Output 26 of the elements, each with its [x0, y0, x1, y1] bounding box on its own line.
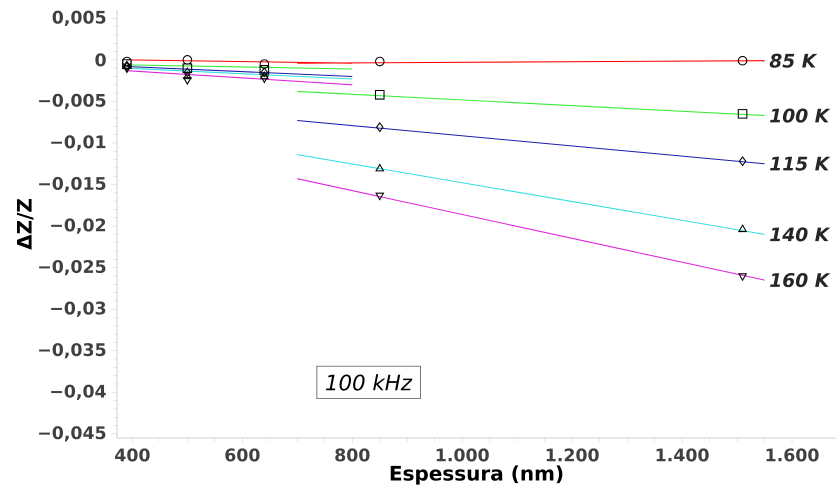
- x-tick-label: 800: [335, 448, 370, 462]
- y-tick-label: 0: [95, 53, 106, 66]
- x-tick-label: 1.200: [546, 448, 599, 462]
- y-tick-label: −0,025: [39, 260, 106, 276]
- y-tick-label: −0,045: [39, 426, 106, 442]
- x-tick-label: 1.400: [656, 448, 709, 462]
- x-tick-label: 600: [225, 448, 260, 462]
- y-tick-label: −0,01: [51, 135, 106, 151]
- y-tick-label: −0,02: [51, 218, 106, 234]
- y-tick-label: −0,035: [39, 343, 106, 358]
- series-label: 85 K: [770, 54, 818, 68]
- x-tick-label: 1.600: [766, 448, 819, 462]
- y-tick-label: −0,04: [51, 384, 106, 400]
- x-tick-label: 1.000: [436, 448, 489, 462]
- annotation: 100 kHz: [326, 374, 412, 391]
- y-tick-label: −0,015: [39, 176, 106, 192]
- series-label: 115 K: [770, 156, 830, 171]
- series-label: 140 K: [770, 227, 830, 242]
- y-tick-label: −0,005: [39, 94, 106, 110]
- x-tick-label: 400: [115, 448, 150, 462]
- y-tick-label: 0,005: [52, 10, 106, 26]
- y-axis-title: ΔZ/Z: [17, 199, 34, 250]
- x-axis-title: Espessura (nm): [390, 465, 562, 485]
- y-tick-label: −0,03: [51, 302, 106, 317]
- series-label: 100 K: [770, 108, 830, 123]
- series-label: 160 K: [770, 273, 830, 288]
